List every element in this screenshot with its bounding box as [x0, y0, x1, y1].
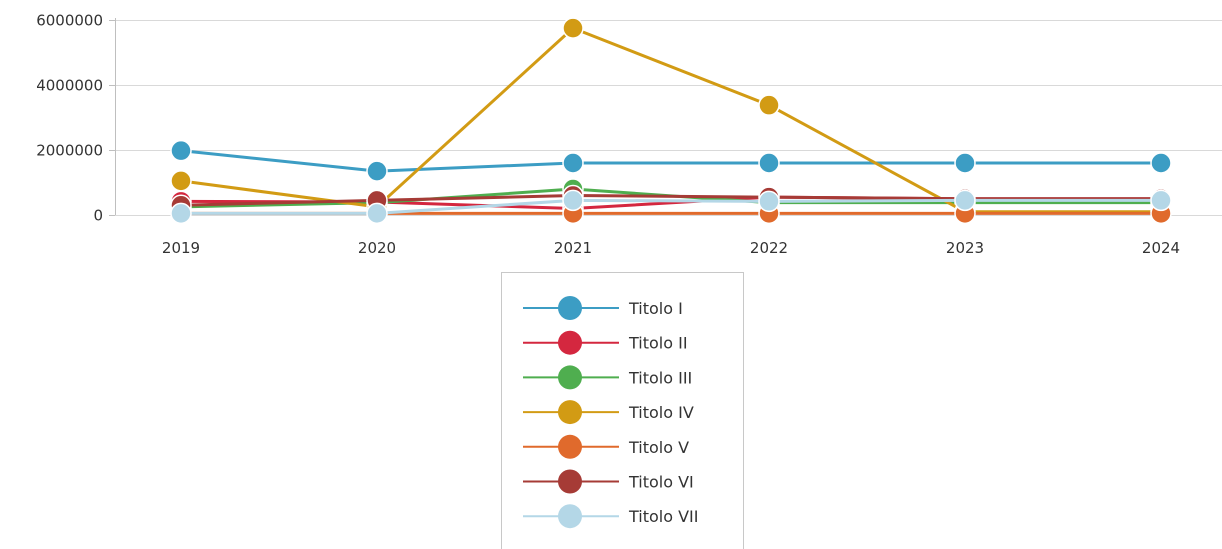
legend-label: Titolo VII	[628, 507, 699, 526]
x-tick-label: 2019	[162, 239, 200, 257]
data-point	[758, 152, 780, 174]
series	[170, 17, 1172, 223]
axes	[109, 18, 116, 216]
legend-label: Titolo V	[628, 438, 689, 457]
series-lines	[170, 17, 1172, 225]
data-point	[170, 170, 192, 192]
data-point	[1150, 152, 1172, 174]
data-point	[562, 152, 584, 174]
data-point	[366, 202, 388, 225]
legend-label: Titolo III	[628, 368, 692, 387]
legend-marker	[558, 400, 582, 425]
legend-box	[501, 272, 744, 549]
data-point	[1150, 189, 1172, 212]
series	[170, 189, 1172, 225]
y-tick-label: 2000000	[36, 142, 103, 160]
legend-marker	[558, 434, 582, 459]
series-line	[180, 26, 1161, 214]
grid-lines	[115, 20, 1222, 216]
x-tick-label: 2024	[1142, 239, 1180, 257]
series	[170, 139, 1172, 182]
x-tick-label: 2020	[358, 239, 396, 257]
legend-label: Titolo I	[628, 299, 683, 318]
data-point	[562, 17, 584, 39]
series-line	[181, 198, 1161, 215]
data-point	[366, 160, 388, 182]
data-point	[170, 139, 192, 162]
data-point	[954, 152, 976, 174]
x-tick-label: 2023	[946, 239, 984, 257]
data-point	[562, 189, 584, 212]
y-tick-label: 0	[93, 207, 103, 225]
x-tick-label: 2021	[554, 239, 592, 257]
legend-label: Titolo II	[628, 334, 688, 353]
data-point	[758, 94, 780, 116]
series-line	[180, 149, 1161, 173]
legend-marker	[558, 365, 582, 390]
x-tick-label: 2022	[750, 239, 788, 257]
series-line	[180, 194, 1161, 207]
y-tick-label: 4000000	[36, 77, 103, 95]
legend-marker	[558, 504, 582, 529]
data-point	[758, 190, 780, 213]
legend-marker	[558, 469, 582, 494]
y-tick-label: 6000000	[36, 12, 103, 30]
legend: Titolo I Titolo II Titolo III Titolo IV Tito…	[501, 272, 744, 549]
legend-label: Titolo IV	[628, 403, 694, 422]
legend-marker	[558, 330, 582, 355]
data-point	[954, 189, 976, 212]
data-point	[170, 202, 192, 225]
tick-labels: 0 2000000 4000000 6000000 2019 2020 2021 2022 20…	[36, 12, 1180, 258]
legend-marker	[558, 296, 582, 320]
legend-label: Titolo VI	[628, 473, 694, 492]
